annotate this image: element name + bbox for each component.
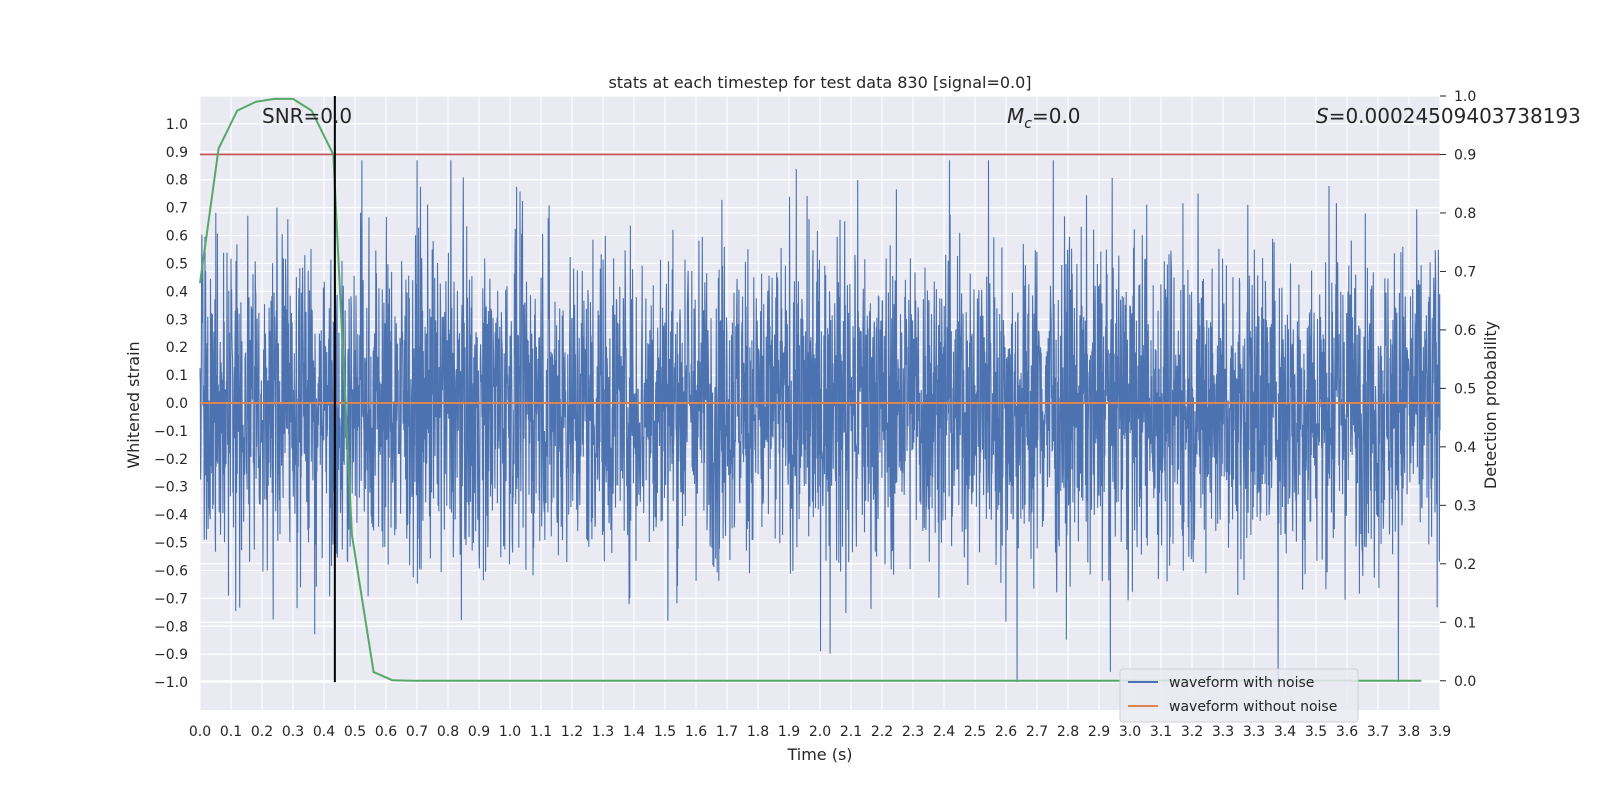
y-right-tick-label: 0.9 xyxy=(1454,147,1476,163)
x-tick-label: 3.4 xyxy=(1274,724,1296,740)
x-tick-label: 0.8 xyxy=(437,724,459,740)
y-tick-label: 0.4 xyxy=(166,284,188,300)
legend-label-clean: waveform without noise xyxy=(1169,699,1337,715)
s-annotation: S=0.00024509403738193 xyxy=(1316,104,1581,128)
x-tick-label: 2.1 xyxy=(840,724,862,740)
y-tick-label: −0.8 xyxy=(154,619,188,635)
x-tick-label: 1.4 xyxy=(623,724,645,740)
x-tick-label: 3.7 xyxy=(1367,724,1389,740)
y-tick-label: 0.2 xyxy=(166,340,188,356)
x-axis-label: Time (s) xyxy=(786,745,852,764)
y-right-tick-label: 0.3 xyxy=(1454,498,1476,514)
y-right-axis-label: Detection probability xyxy=(1481,321,1500,489)
series-detection-probability xyxy=(199,97,1422,682)
x-tick-label: 0.0 xyxy=(189,724,211,740)
x-tick-label: 3.6 xyxy=(1336,724,1358,740)
chirp-mass-annotation: Mc=0.0 xyxy=(1007,104,1081,132)
x-tick-label: 2.4 xyxy=(933,724,955,740)
x-tick-label: 1.2 xyxy=(561,724,583,740)
x-tick-label: 2.8 xyxy=(1057,724,1079,740)
legend-label-noise: waveform with noise xyxy=(1169,675,1314,691)
chirp-mass-symbol: M xyxy=(1007,104,1024,128)
y-tick-label: 0.6 xyxy=(166,229,188,245)
y-tick-label: −0.1 xyxy=(154,424,188,440)
x-tick-label: 0.9 xyxy=(468,724,490,740)
x-tick-label: 0.3 xyxy=(282,724,304,740)
x-tick-label: 2.9 xyxy=(1088,724,1110,740)
x-tick-label: 3.8 xyxy=(1398,724,1420,740)
y-right-tick-labels: 1.0 0.9 0.8 0.7 0.6 0.5 0.4 0.3 0.2 0.1 0.0 xyxy=(1440,89,1476,690)
y-axis-label: Whitened strain xyxy=(124,341,143,468)
x-tick-label: 0.4 xyxy=(313,724,335,740)
y-tick-label: −0.2 xyxy=(154,452,188,468)
y-tick-label: −0.7 xyxy=(154,591,188,607)
y-right-tick-label: 0.2 xyxy=(1454,557,1476,573)
x-tick-label: 2.5 xyxy=(964,724,986,740)
x-tick-label: 2.2 xyxy=(871,724,893,740)
x-tick-label: 1.0 xyxy=(499,724,521,740)
x-tick-label: 1.9 xyxy=(778,724,800,740)
snr-annotation: SNR=0.0 xyxy=(262,104,352,128)
x-tick-label: 1.8 xyxy=(747,724,769,740)
x-tick-label: 3.1 xyxy=(1150,724,1172,740)
x-tick-label: 2.6 xyxy=(995,724,1017,740)
chart-title: stats at each timestep for test data 830… xyxy=(608,73,1031,92)
chirp-mass-value: =0.0 xyxy=(1032,104,1081,128)
y-tick-label: −0.9 xyxy=(154,647,188,663)
y-right-tick-label: 0.5 xyxy=(1454,381,1476,397)
y-tick-label: −0.5 xyxy=(154,536,188,552)
x-tick-label: 3.2 xyxy=(1181,724,1203,740)
legend: waveform with noise waveform without noi… xyxy=(1119,668,1359,723)
x-tick-label: 0.2 xyxy=(251,724,273,740)
y-right-tick-label: 0.7 xyxy=(1454,264,1476,280)
x-tick-label: 2.3 xyxy=(902,724,924,740)
chirp-mass-subscript: c xyxy=(1024,116,1032,132)
x-tick-label: 1.3 xyxy=(592,724,614,740)
y-tick-label: −1.0 xyxy=(154,675,188,691)
x-tick-label: 2.7 xyxy=(1026,724,1048,740)
y-tick-label: −0.4 xyxy=(154,508,188,524)
s-symbol: S xyxy=(1316,104,1329,128)
x-tick-label: 3.3 xyxy=(1212,724,1234,740)
y-right-tick-label: 0.0 xyxy=(1454,674,1476,690)
x-tick-label: 3.5 xyxy=(1305,724,1327,740)
x-tick-label: 3.3 xyxy=(1243,724,1265,740)
y-right-tick-label: 0.1 xyxy=(1454,615,1476,631)
y-tick-label: 0.8 xyxy=(166,173,188,189)
y-tick-label: −0.6 xyxy=(154,563,188,579)
y-tick-label: 0.1 xyxy=(166,368,188,384)
x-tick-labels: 0.0 0.1 0.2 0.3 0.4 0.5 0.6 0.7 0.8 0.9 1.0 1.1 1.2 1… xyxy=(189,724,1451,740)
x-tick-label: 0.7 xyxy=(406,724,428,740)
legend-box xyxy=(1119,668,1359,723)
y-tick-label: 0.5 xyxy=(166,256,188,272)
y-right-tick-label: 0.4 xyxy=(1454,440,1476,456)
noise-series xyxy=(199,160,1441,683)
x-tick-label: 1.6 xyxy=(685,724,707,740)
x-tick-label: 1.7 xyxy=(716,724,738,740)
series-waveform-with-noise xyxy=(199,160,1441,683)
x-tick-label: 0.6 xyxy=(375,724,397,740)
y-tick-labels: 1.0 0.9 0.8 0.7 0.6 0.5 0.4 0.3 0.2 0.1 0.0 −0.1 −0.… xyxy=(154,117,188,691)
y-tick-label: 1.0 xyxy=(166,117,188,133)
x-tick-label: 3.0 xyxy=(1119,724,1141,740)
series-lines xyxy=(199,96,1440,683)
x-tick-label: 3.9 xyxy=(1429,724,1451,740)
y-tick-label: 0.3 xyxy=(166,312,188,328)
x-tick-label: 0.1 xyxy=(220,724,242,740)
x-tick-label: 0.5 xyxy=(344,724,366,740)
y-right-tick-label: 1.0 xyxy=(1454,89,1476,105)
y-tick-label: 0.7 xyxy=(166,201,188,217)
y-right-tick-label: 0.8 xyxy=(1454,206,1476,222)
y-tick-label: −0.3 xyxy=(154,480,188,496)
y-tick-label: 0.9 xyxy=(166,145,188,161)
y-right-tick-label: 0.6 xyxy=(1454,323,1476,339)
x-tick-label: 2.0 xyxy=(809,724,831,740)
x-tick-label: 1.1 xyxy=(530,724,552,740)
y-tick-label: 0.0 xyxy=(166,396,188,412)
s-value: =0.00024509403738193 xyxy=(1329,104,1581,128)
x-tick-label: 1.5 xyxy=(654,724,676,740)
